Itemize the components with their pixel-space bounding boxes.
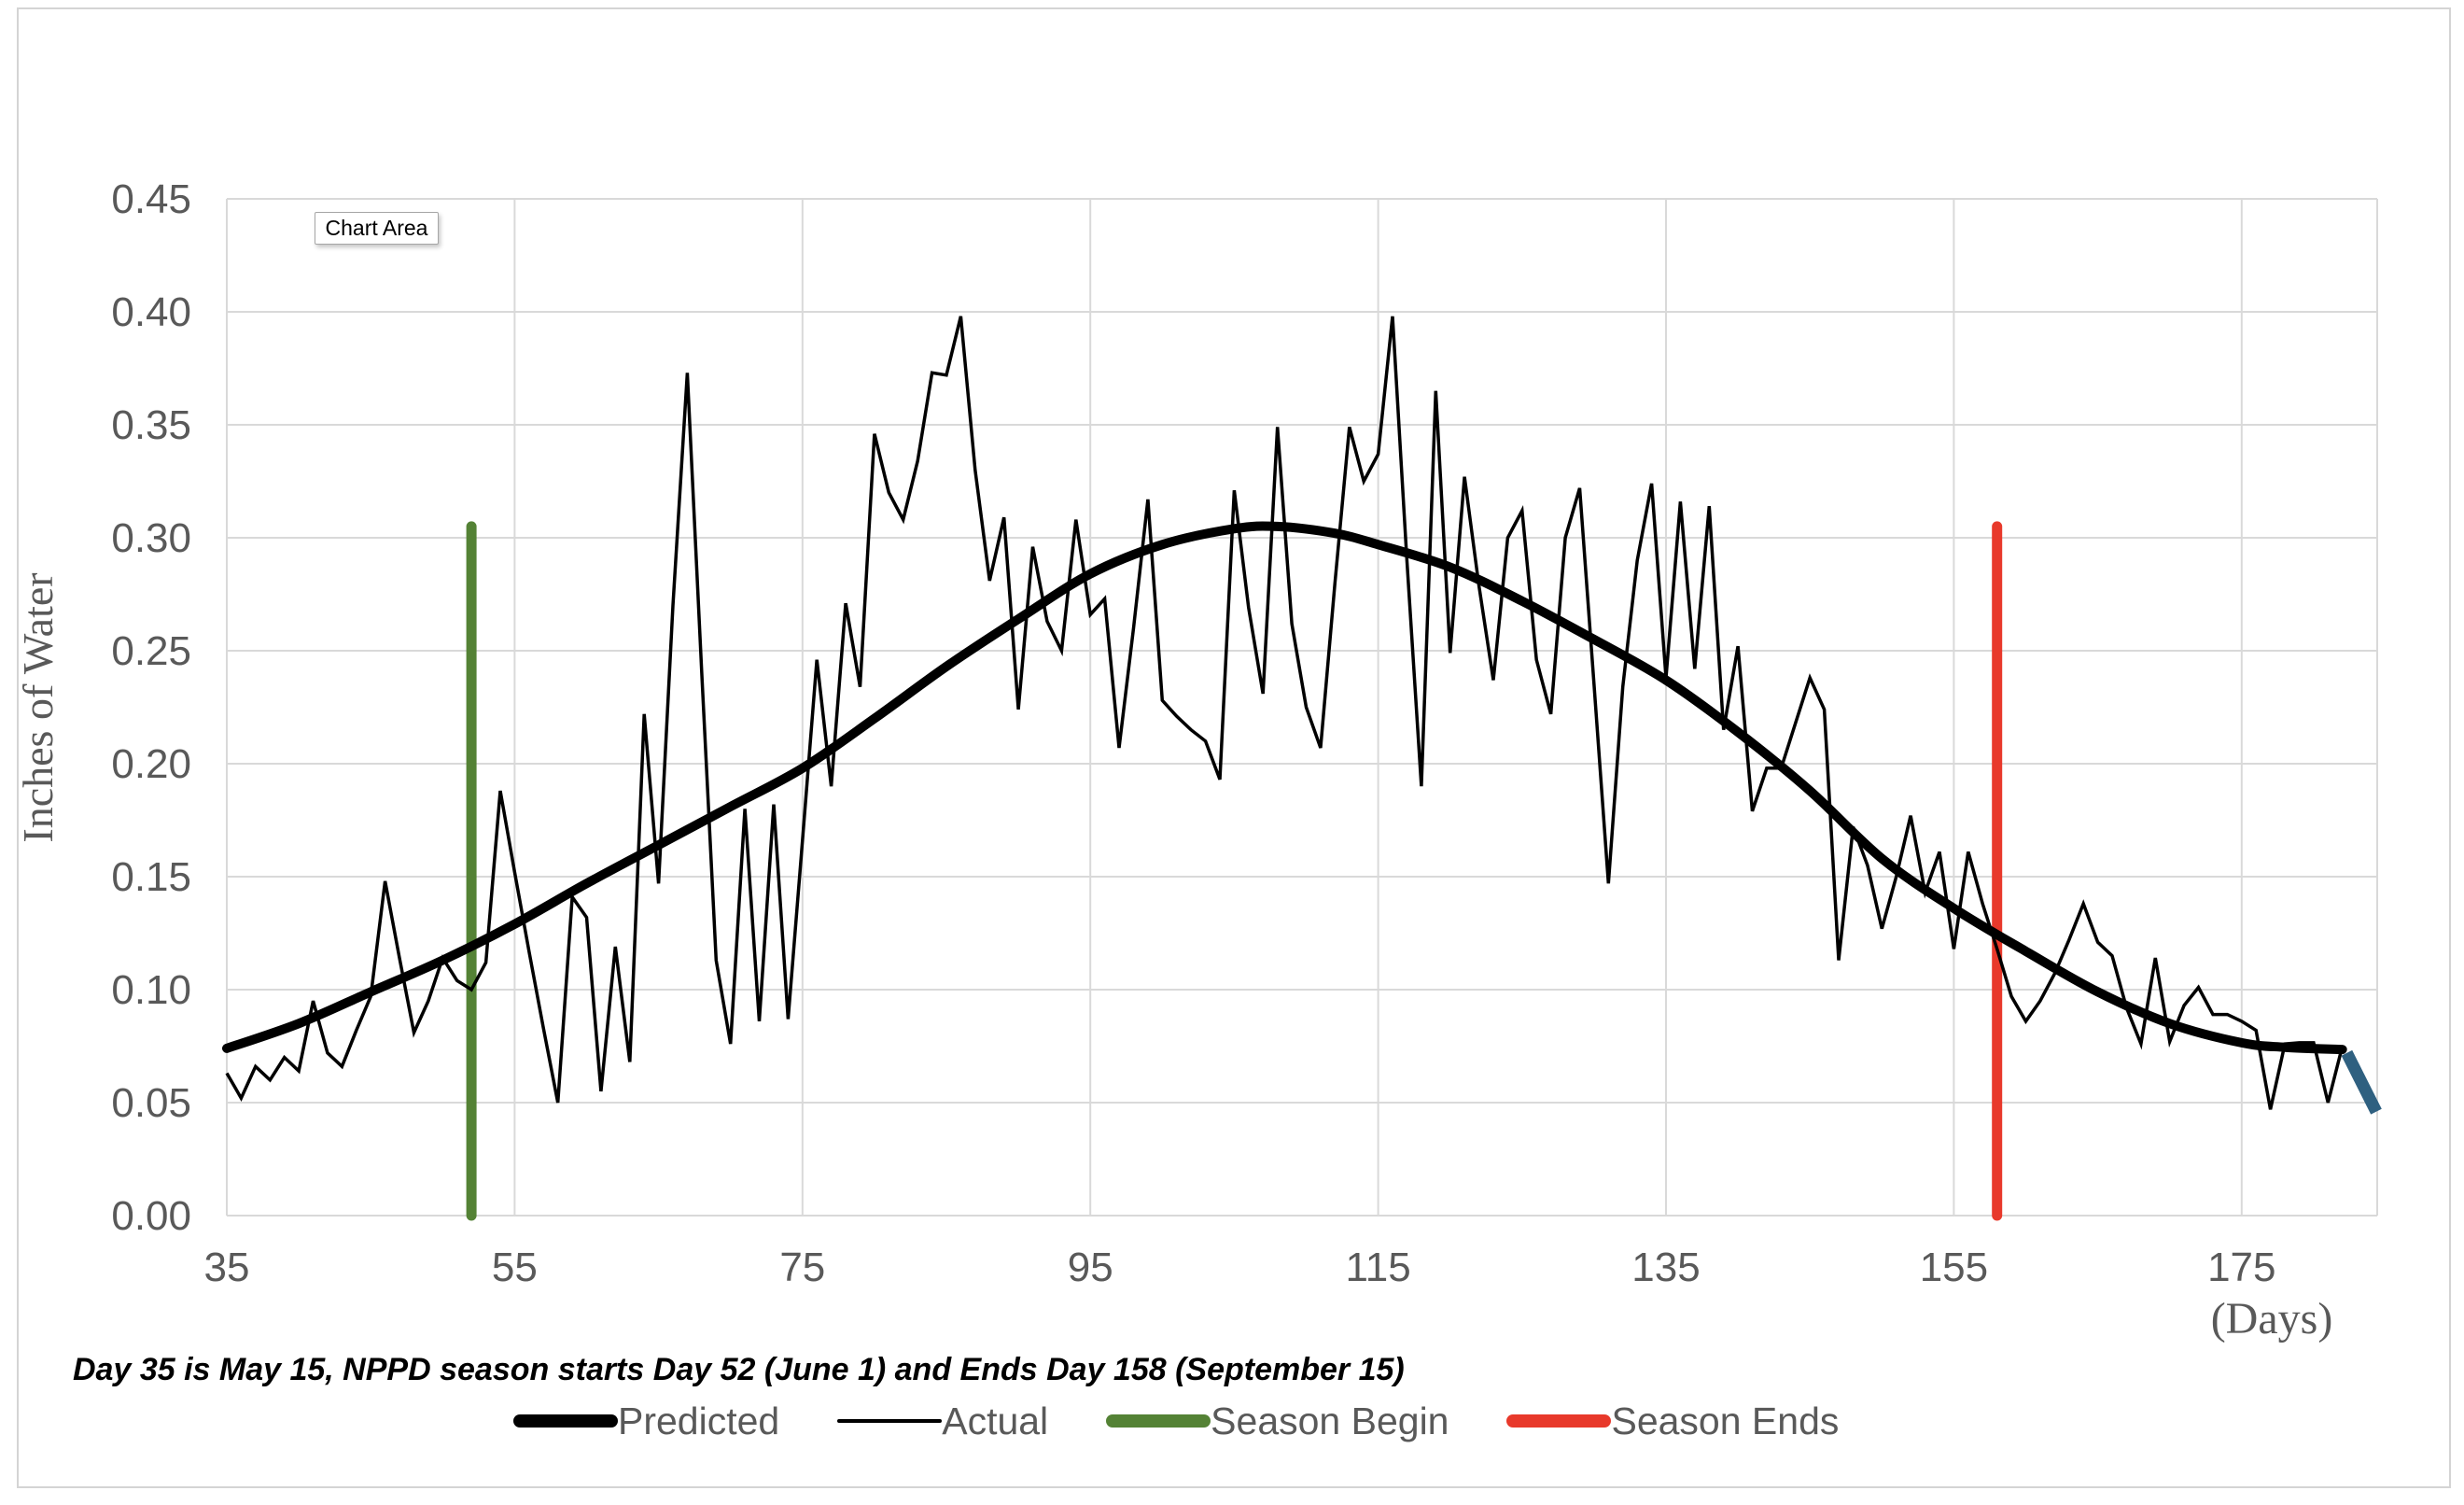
y-tick-label: 0.45 [111, 176, 191, 222]
legend-label-season-ends: Season Ends [1611, 1399, 1840, 1442]
x-axis-title: (Days) [2211, 1294, 2333, 1343]
predicted-line[interactable] [222, 521, 2347, 1055]
legend-swatch-predicted-icon [513, 1414, 618, 1428]
chart-area-tooltip-label: Chart Area [325, 216, 428, 240]
y-tick-label: 0.05 [111, 1080, 191, 1126]
forecast-tail-line[interactable] [2341, 1049, 2382, 1115]
x-tick-label: 155 [1920, 1245, 1988, 1290]
y-tick-label: 0.20 [111, 741, 191, 787]
x-tick-label: 35 [204, 1245, 250, 1290]
legend-item-season-ends[interactable]: Season Ends [1506, 1399, 1840, 1442]
legend-item-actual[interactable]: Actual [837, 1399, 1049, 1442]
actual-line[interactable] [225, 316, 2345, 1110]
legend-swatch-season-begin-icon [1106, 1414, 1211, 1428]
x-tick-label: 135 [1631, 1245, 1700, 1290]
y-tick-label: 0.15 [111, 854, 191, 900]
legend-swatch-actual-icon [837, 1419, 943, 1423]
y-tick-label: 0.25 [111, 628, 191, 674]
legend-label-predicted: Predicted [618, 1399, 780, 1442]
y-tick-label: 0.00 [111, 1193, 191, 1239]
legend-item-predicted[interactable]: Predicted [513, 1399, 780, 1442]
legend: Predicted Actual Season Begin Season Ends [513, 1397, 1839, 1445]
y-tick-label: 0.10 [111, 967, 191, 1013]
legend-label-actual: Actual [942, 1399, 1049, 1442]
chart-area-tooltip: Chart Area [315, 212, 439, 245]
y-axis-title: Inches of Water [14, 572, 62, 842]
x-tick-label: 75 [779, 1245, 825, 1290]
y-tick-label: 0.30 [111, 515, 191, 561]
legend-swatch-season-ends-icon [1506, 1414, 1612, 1428]
x-tick-label: 175 [2207, 1245, 2275, 1290]
y-tick-label: 0.40 [111, 289, 191, 335]
chart-frame[interactable] [17, 7, 2451, 1488]
x-tick-label: 115 [1346, 1245, 1411, 1290]
legend-label-season-begin: Season Begin [1211, 1399, 1449, 1442]
annotation-text: Day 35 is May 15, NPPD season starts Day… [73, 1352, 1405, 1387]
x-tick-label: 95 [1068, 1245, 1113, 1290]
x-tick-label: 55 [492, 1245, 538, 1290]
y-tick-label: 0.35 [111, 402, 191, 448]
legend-item-season-begin[interactable]: Season Begin [1106, 1399, 1449, 1442]
